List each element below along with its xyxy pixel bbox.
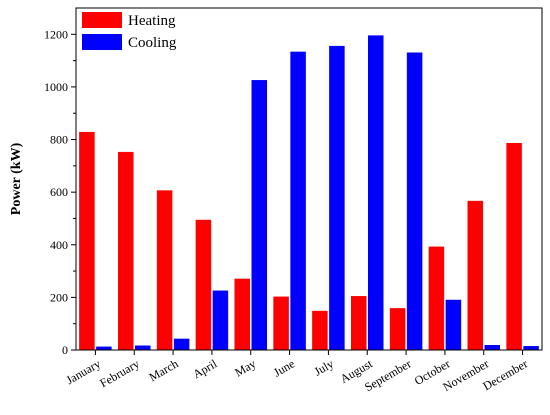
bar-cooling-november — [484, 345, 500, 351]
bar-heating-december — [506, 142, 522, 351]
legend-swatch-cooling — [82, 34, 122, 50]
y-axis: 0 200 400 600 800 1000 1200 — [44, 27, 76, 357]
bar-cooling-september — [406, 52, 423, 351]
bar-heating-april — [195, 219, 212, 351]
y-tick-label: 0 — [62, 343, 68, 357]
bar-cooling-march — [173, 338, 190, 351]
bars-layer — [79, 35, 539, 351]
y-tick-label: 600 — [50, 185, 68, 199]
bar-heating-january — [79, 131, 95, 351]
bar-cooling-april — [212, 290, 229, 351]
bar-heating-february — [118, 151, 134, 351]
x-tick-label: January — [64, 356, 103, 387]
x-tick-label: February — [97, 356, 142, 390]
bar-cooling-february — [135, 345, 151, 351]
bar-heating-october — [428, 246, 445, 351]
plot-frame — [75, 7, 543, 351]
y-tick-label: 1000 — [44, 80, 68, 94]
bar-cooling-october — [445, 299, 462, 351]
bar-cooling-june — [290, 51, 306, 351]
bar-heating-may — [234, 278, 250, 351]
bar-cooling-august — [368, 35, 384, 351]
bar-heating-september — [389, 308, 406, 351]
bar-heating-november — [467, 200, 483, 351]
x-tick-label: May — [232, 356, 258, 379]
bar-heating-august — [351, 296, 367, 351]
y-axis-title: Power (kW) — [9, 142, 24, 215]
x-tick-label: April — [190, 356, 220, 381]
bar-cooling-may — [251, 80, 267, 351]
bar-cooling-july — [329, 45, 345, 351]
y-tick-label: 400 — [50, 238, 68, 252]
y-tick-label: 800 — [50, 133, 68, 147]
bar-heating-july — [312, 310, 328, 351]
legend-label-heating: Heating — [128, 13, 176, 29]
legend: Heating Cooling — [82, 12, 177, 51]
x-tick-label: June — [271, 356, 297, 379]
x-tick-label: March — [146, 356, 180, 384]
legend-label-cooling: Cooling — [128, 35, 177, 51]
bar-heating-june — [273, 296, 289, 351]
y-tick-label: 200 — [50, 290, 68, 304]
legend-swatch-heating — [82, 12, 122, 28]
x-tick-label: July — [312, 356, 336, 378]
x-tick-label: December — [480, 356, 530, 393]
y-tick-label: 1200 — [44, 27, 68, 41]
bar-cooling-december — [523, 346, 539, 351]
bar-heating-march — [156, 190, 173, 351]
